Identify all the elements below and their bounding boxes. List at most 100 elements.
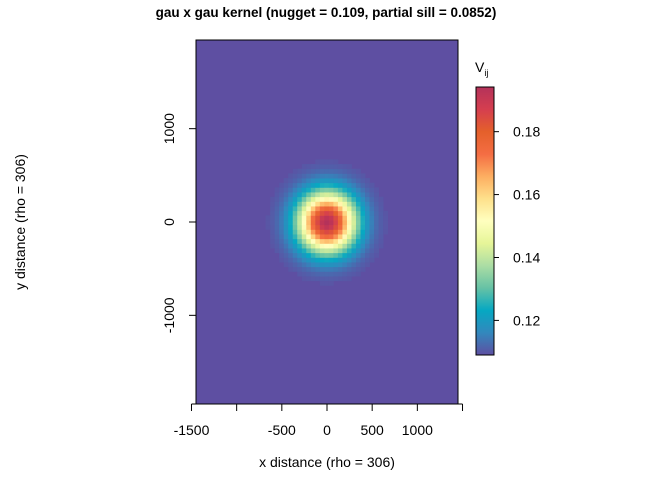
- heatmap-cell: [274, 224, 280, 230]
- heatmap-cell: [283, 178, 289, 184]
- heatmap-cell: [297, 187, 303, 193]
- heatmap-cell: [324, 262, 330, 268]
- heatmap-cell: [365, 243, 370, 249]
- heatmap-cell: [315, 252, 321, 258]
- heatmap-cell: [292, 201, 298, 207]
- heatmap-cell: [346, 173, 352, 179]
- heatmap-cell: [310, 234, 316, 240]
- heatmap-cell: [355, 182, 361, 188]
- heatmap-cell: [365, 187, 370, 193]
- heatmap-cell: [360, 178, 366, 184]
- heatmap-cell: [306, 220, 312, 226]
- heatmap-cell: [333, 271, 339, 277]
- heatmap-cell: [328, 262, 334, 268]
- heatmap-cell: [297, 238, 303, 244]
- heatmap-cell: [351, 215, 357, 221]
- heatmap-cell: [337, 182, 343, 188]
- heatmap-cell: [346, 215, 352, 221]
- heatmap-cell: [328, 182, 334, 188]
- heatmap-cell: [333, 262, 339, 268]
- heatmap-cell: [283, 210, 289, 216]
- heatmap-cell: [346, 187, 352, 193]
- heatmap-cell: [315, 234, 321, 240]
- heatmap-cell: [337, 206, 343, 212]
- heatmap-cell: [319, 164, 325, 170]
- heatmap-cell: [292, 182, 298, 188]
- heatmap-cell: [351, 187, 357, 193]
- heatmap-cell: [342, 196, 348, 202]
- heatmap-cell: [351, 182, 357, 188]
- heatmap-cell: [328, 168, 334, 174]
- heatmap-cell: [310, 220, 316, 226]
- heatmap-cell: [306, 187, 312, 193]
- heatmap-cell: [337, 220, 343, 226]
- heatmap-cell: [306, 238, 312, 244]
- heatmap-cell: [319, 243, 325, 249]
- heatmap-cell: [333, 182, 339, 188]
- heatmap-cell: [346, 192, 352, 198]
- heatmap-cell: [328, 229, 334, 235]
- heatmap-cell: [301, 257, 307, 263]
- heatmap-cell: [355, 220, 361, 226]
- heatmap-cell: [328, 178, 334, 184]
- heatmap-cell: [333, 178, 339, 184]
- heatmap-cell: [365, 206, 370, 212]
- heatmap-cell: [270, 234, 276, 240]
- heatmap-cell: [310, 192, 316, 198]
- y-tick-label: 0: [161, 218, 177, 226]
- heatmap-cell: [292, 266, 298, 272]
- heatmap-cell: [288, 243, 294, 249]
- heatmap-cell: [297, 182, 303, 188]
- heatmap-cell: [319, 168, 325, 174]
- heatmap-cell: [328, 224, 334, 230]
- heatmap-cell: [337, 210, 343, 216]
- heatmap-cell: [306, 252, 312, 258]
- heatmap-cell: [288, 248, 294, 254]
- heatmap-cell: [337, 252, 343, 258]
- heatmap-cell: [360, 196, 366, 202]
- heatmap-cell: [297, 229, 303, 235]
- heatmap-cell: [306, 206, 312, 212]
- heatmap-cell: [360, 266, 366, 272]
- heatmap-cell: [333, 164, 339, 170]
- heatmap-cell: [306, 168, 312, 174]
- heatmap-cell: [306, 164, 312, 170]
- heatmap-cell: [337, 276, 343, 282]
- heatmap-cell: [292, 187, 298, 193]
- colorbar-ticks: 0.12 0.14 0.16 0.18: [494, 124, 540, 328]
- heatmap-cell: [333, 276, 339, 282]
- heatmap-cell: [333, 248, 339, 254]
- heatmap-cell: [351, 201, 357, 207]
- x-tick-label: -1500: [174, 422, 210, 438]
- heatmap-cell: [306, 276, 312, 282]
- heatmap-cell: [342, 206, 348, 212]
- heatmap-cell: [355, 243, 361, 249]
- heatmap-cell: [310, 257, 316, 263]
- heatmap-cell: [351, 262, 357, 268]
- heatmap-cell: [279, 187, 285, 193]
- heatmap-cell: [324, 220, 330, 226]
- heatmap-cell: [301, 224, 307, 230]
- heatmap-cell: [288, 229, 294, 235]
- heatmap-cell: [342, 168, 348, 174]
- y-tick-label: -1000: [161, 297, 177, 333]
- heatmap-cell: [346, 252, 352, 258]
- heatmap-cell: [383, 210, 389, 216]
- heatmap-cell: [301, 276, 307, 282]
- heatmap-cell: [369, 187, 375, 193]
- heatmap-cell: [319, 280, 325, 286]
- heatmap-cell: [279, 224, 285, 230]
- heatmap-cell: [360, 248, 366, 254]
- heatmap-cell: [292, 252, 298, 258]
- heatmap-cell: [319, 159, 325, 165]
- colorbar-title-main: V: [475, 59, 485, 75]
- heatmap-cell: [355, 178, 361, 184]
- heatmap-cell: [360, 262, 366, 268]
- colorbar-title-subscript: ij: [484, 68, 488, 78]
- heatmap-cell: [378, 196, 384, 202]
- heatmap-cell: [310, 243, 316, 249]
- heatmap-cell: [369, 238, 375, 244]
- heatmap-cell: [337, 178, 343, 184]
- x-tick-label: -500: [268, 422, 296, 438]
